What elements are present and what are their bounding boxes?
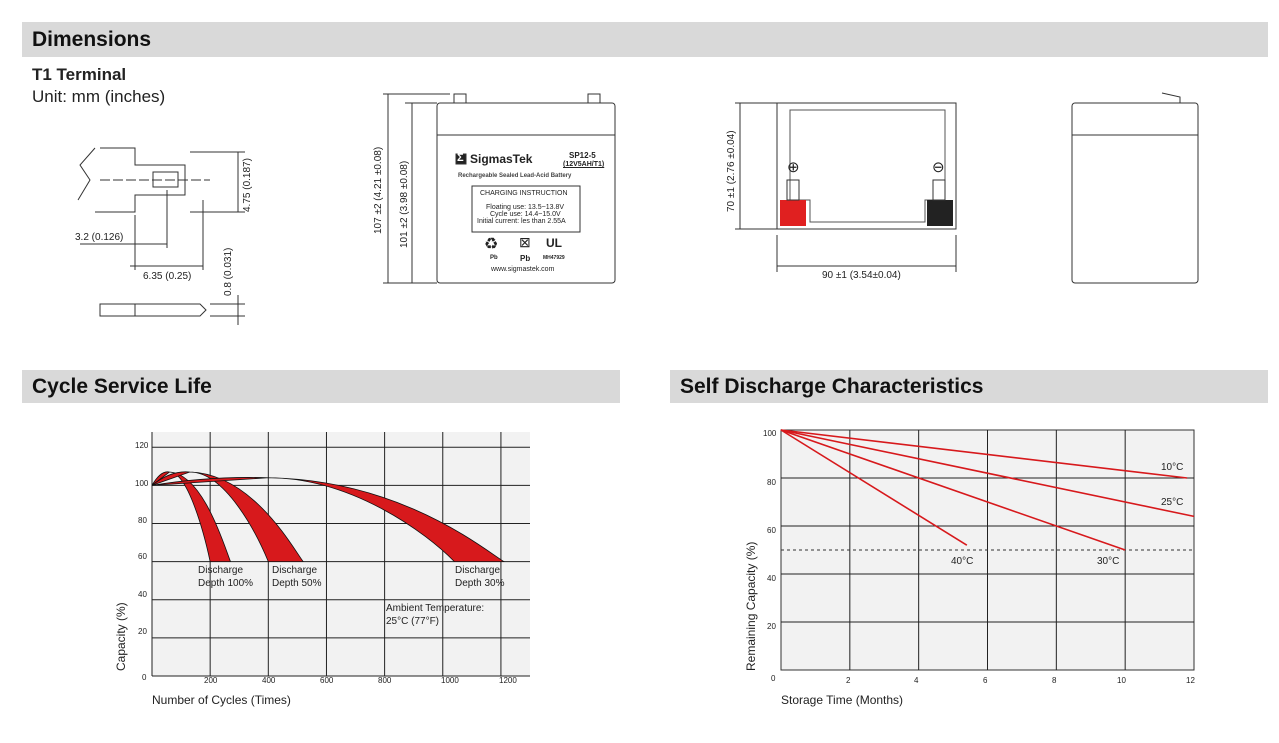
ambient-temp-annotation: Ambient Temperature: 25°C (77°F) <box>386 602 484 628</box>
x-tick: 10 <box>1117 676 1126 685</box>
y-tick: 60 <box>138 552 147 561</box>
battery-front-drawing <box>383 93 616 284</box>
label-line: Depth 50% <box>272 578 322 589</box>
x-tick: 2 <box>846 676 851 685</box>
series-line-30°C <box>780 429 1126 551</box>
ul-code: MH47929 <box>543 255 565 261</box>
x-tick: 1200 <box>499 676 517 685</box>
unit-label: Unit: mm (inches) <box>32 87 166 106</box>
positive-terminal-icon: ⊕ <box>787 159 800 176</box>
y-tick: 0 <box>142 673 147 682</box>
annotation-line: Ambient Temperature: <box>386 603 485 614</box>
label-depth-50: Discharge Depth 50% <box>272 564 321 590</box>
dimensions-header: Dimensions <box>22 22 1268 57</box>
y-axis-label: Remaining Capacity (%) <box>744 541 758 671</box>
x-tick: 0 <box>771 674 776 683</box>
label-line: Depth 100% <box>198 578 254 589</box>
series-line-40°C <box>780 429 968 546</box>
x-tick: 4 <box>914 676 919 685</box>
pb-label-2: Pb <box>520 254 531 263</box>
y-tick: 100 <box>135 479 149 488</box>
website: www.sigmastek.com <box>491 266 555 273</box>
charging-title: CHARGING INSTRUCTION <box>480 190 568 197</box>
terminal-drawing <box>77 147 245 325</box>
y-tick: 40 <box>138 590 147 599</box>
x-tick: 800 <box>378 676 392 685</box>
y-tick: 80 <box>767 478 776 487</box>
negative-terminal-icon: ⊖ <box>932 159 945 176</box>
y-tick: 60 <box>767 526 776 535</box>
y-tick: 120 <box>135 441 149 450</box>
no-trash-icon: ⊠ <box>519 234 531 250</box>
recycle-icon: ♻ <box>484 236 499 253</box>
battery-side-drawing <box>1071 92 1199 284</box>
capacity-band-2 <box>151 477 506 563</box>
series-label-25c: 25°C <box>1161 497 1184 508</box>
label-depth-100: Discharge Depth 100% <box>198 564 253 590</box>
x-tick: 1000 <box>441 676 459 685</box>
label-line: Depth 30% <box>455 578 505 589</box>
y-tick: 20 <box>767 622 776 631</box>
x-tick: 200 <box>204 676 218 685</box>
capacity-band-1 <box>151 471 304 563</box>
self-discharge-header: Self Discharge Characteristics <box>670 370 1268 403</box>
x-axis-label: Storage Time (Months) <box>781 693 904 707</box>
model-number: SP12-5 <box>569 151 596 160</box>
label-depth-30: Discharge Depth 30% <box>455 564 504 590</box>
y-tick: 80 <box>138 516 147 525</box>
label-line: Discharge <box>198 565 244 576</box>
label-line: Discharge <box>272 565 318 576</box>
floating-use: Floating use: 13.5~13.8V <box>486 204 565 211</box>
series-label-40c: 40°C <box>951 556 974 567</box>
x-axis-label: Number of Cycles (Times) <box>152 693 291 707</box>
terminal-width-dim: 6.35 (0.25) <box>143 271 192 282</box>
terminal-title: T1 Terminal <box>32 65 127 84</box>
terminal-offset-dim: 3.2 (0.126) <box>75 232 124 243</box>
series-line-10°C <box>780 429 1188 479</box>
ul-mark-icon: UL <box>546 236 562 250</box>
label-line: Discharge <box>455 565 501 576</box>
y-tick: 40 <box>767 574 776 583</box>
capacity-band-0 <box>151 471 232 563</box>
battery-top-drawing <box>735 102 957 272</box>
x-tick: 400 <box>262 676 276 685</box>
cycle-life-header: Cycle Service Life <box>22 370 620 403</box>
y-tick: 20 <box>138 627 147 636</box>
initial-current: Initial current: les than 2.55A <box>477 218 566 225</box>
cycle-use: Cycle use: 14.4~15.0V <box>490 211 561 218</box>
annotation-line: 25°C (77°F) <box>386 616 440 627</box>
x-tick: 8 <box>1052 676 1057 685</box>
brand-name: SigmasTek <box>470 152 533 166</box>
pb-label-1: Pb <box>490 255 498 261</box>
x-tick: 6 <box>983 676 988 685</box>
sigma-logo-icon: Σ <box>457 152 464 164</box>
series-label-30c: 30°C <box>1097 556 1120 567</box>
x-tick: 600 <box>320 676 334 685</box>
model-spec: (12V5AH/T1) <box>563 161 605 168</box>
width-dim: 90 ±1 (3.54±0.04) <box>822 270 901 281</box>
series-line-25°C <box>780 429 1195 518</box>
series-label-10c: 10°C <box>1161 462 1184 473</box>
y-tick: 100 <box>763 429 777 438</box>
x-tick: 12 <box>1186 676 1195 685</box>
battery-subtitle: Rechargeable Sealed Lead-Acid Battery <box>458 173 572 179</box>
